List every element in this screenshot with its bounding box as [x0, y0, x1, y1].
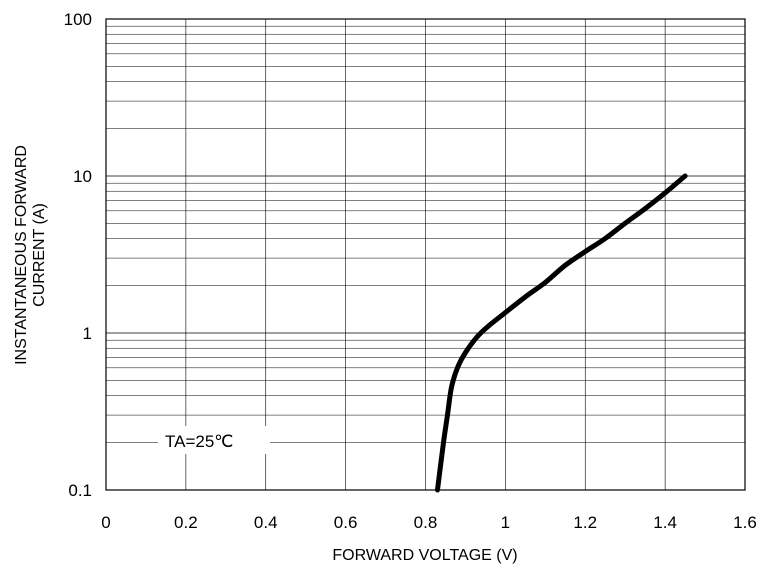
x-axis-title: FORWARD VOLTAGE (V)	[332, 547, 517, 564]
x-tick-label: 1.4	[653, 513, 677, 532]
y-tick-label: 100	[64, 10, 92, 29]
y-tick-label: 10	[73, 167, 92, 186]
y-tick-label: 0.1	[68, 481, 92, 500]
x-tick-label: 0.2	[174, 513, 198, 532]
x-tick-label: 0.4	[254, 513, 278, 532]
y-tick-label: 1	[83, 324, 92, 343]
x-tick-label: 1.6	[733, 513, 757, 532]
grid	[105, 19, 746, 491]
forward-current-curve	[434, 173, 688, 493]
plot-frame	[105, 18, 746, 491]
x-tick-labels: 0 0.2 0.4 0.6 0.8 1 1.2 1.4 1.6	[101, 513, 757, 532]
x-tick-label: 1.2	[573, 513, 597, 532]
annotation-background	[158, 426, 270, 454]
x-tick-label: 0	[101, 513, 110, 532]
y-tick-labels: 0.1 1 10 100	[64, 10, 92, 500]
y-axis-title-line-1: INSTANTANEOUS FORWARD	[13, 145, 30, 365]
annotation-label: TA=25℃	[165, 432, 233, 451]
x-tick-label: 0.8	[414, 513, 438, 532]
temperature-annotation: TA=25℃	[158, 426, 270, 454]
x-tick-label: 0.6	[334, 513, 358, 532]
y-axis-title: INSTANTANEOUS FORWARD CURRENT (A)	[13, 145, 48, 365]
y-axis-title-line-2: CURRENT (A)	[31, 203, 48, 307]
x-tick-label: 1	[501, 513, 510, 532]
